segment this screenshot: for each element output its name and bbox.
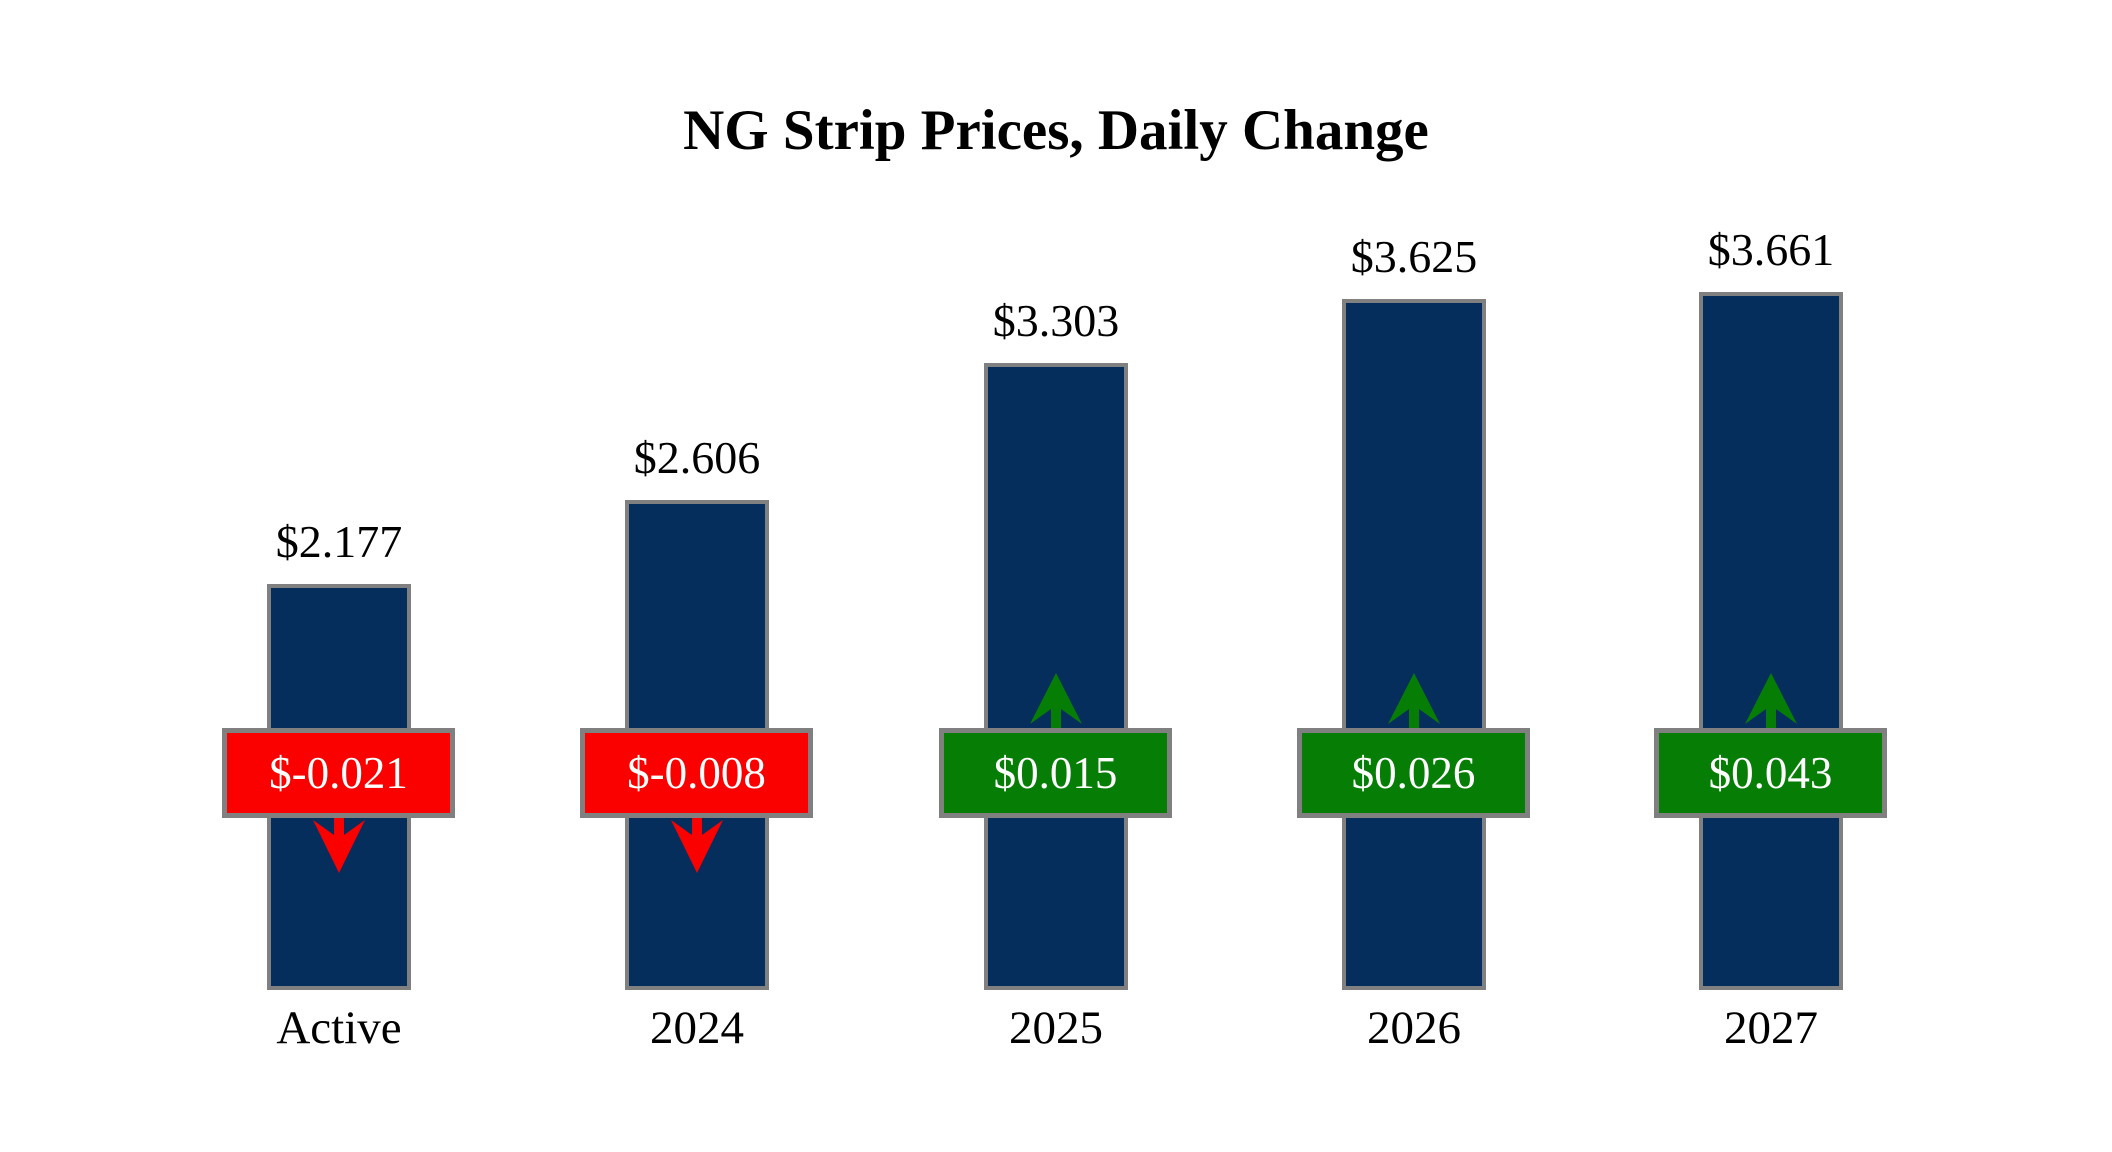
up-arrow-icon (1745, 673, 1797, 728)
change-badge: $0.043 (1654, 728, 1887, 818)
down-arrow-icon (671, 816, 723, 873)
change-badge: $0.015 (939, 728, 1172, 818)
change-value: $-0.008 (627, 748, 766, 798)
change-value: $0.026 (1351, 748, 1476, 798)
bar (1342, 299, 1486, 990)
category-label: 2027 (1724, 1002, 1818, 1054)
category-label: 2026 (1367, 1002, 1461, 1054)
change-badge: $-0.021 (222, 728, 455, 818)
change-value: $0.043 (1708, 748, 1833, 798)
change-badge: $0.026 (1297, 728, 1530, 818)
category-label: 2025 (1009, 1002, 1103, 1054)
change-badge: $-0.008 (580, 728, 813, 818)
value-label: $2.177 (275, 516, 403, 567)
value-label: $3.625 (1350, 231, 1478, 282)
value-label: $3.303 (992, 295, 1120, 346)
up-arrow-icon (1030, 673, 1082, 728)
chart-title: NG Strip Prices, Daily Change (683, 99, 1429, 162)
category-label: 2024 (650, 1002, 744, 1054)
down-arrow-icon (313, 816, 365, 873)
value-label: $2.606 (633, 432, 761, 483)
value-label: $3.661 (1707, 224, 1835, 275)
bar (1699, 292, 1843, 990)
change-value: $-0.021 (269, 748, 408, 798)
change-value: $0.015 (993, 748, 1118, 798)
category-label: Active (276, 1002, 402, 1054)
up-arrow-icon (1388, 673, 1440, 728)
